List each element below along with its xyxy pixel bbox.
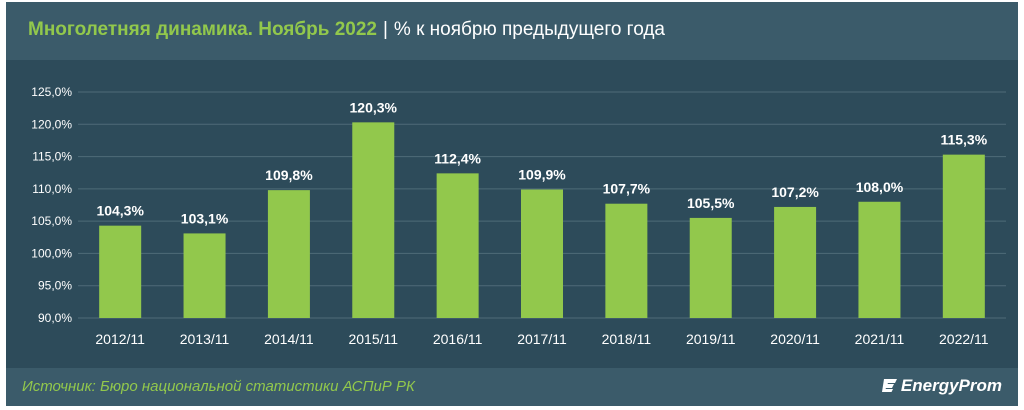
energyprom-logo-icon <box>881 379 897 392</box>
bar <box>942 154 985 318</box>
bar <box>267 190 310 318</box>
x-tick-label: 2012/11 <box>95 331 145 347</box>
data-label: 107,7% <box>603 181 651 197</box>
title-separator: | <box>382 19 388 40</box>
data-label: 104,3% <box>96 203 144 219</box>
x-tick-label: 2013/11 <box>180 331 230 347</box>
x-tick-label: 2021/11 <box>855 331 905 347</box>
data-label: 107,2% <box>771 184 819 200</box>
title-text: Многолетняя динамика. Ноябрь 2022 <box>28 19 377 40</box>
x-tick-label: 2020/11 <box>770 331 820 347</box>
bar <box>352 122 395 318</box>
data-label: 105,5% <box>687 195 735 211</box>
x-tick-label: 2016/11 <box>433 331 483 347</box>
x-tick-label: 2017/11 <box>517 331 567 347</box>
y-tick-label: 120,0% <box>31 117 72 131</box>
data-label: 108,0% <box>856 179 904 195</box>
y-tick-label: 115,0% <box>32 150 72 164</box>
y-tick-label: 110,0% <box>32 182 72 196</box>
bar <box>183 233 226 318</box>
y-tick-label: 125,0% <box>31 85 72 99</box>
plot-area: 90,0% 95,0% 100,0% 105,0% 110,0% 115,0% 120,0%… <box>6 60 1018 360</box>
x-tick-label: 2022/11 <box>939 331 989 347</box>
data-label: 109,9% <box>518 167 566 183</box>
y-tick-label: 90,0% <box>38 311 72 325</box>
y-tick-label: 105,0% <box>31 214 72 228</box>
data-label: 109,8% <box>265 167 313 183</box>
chart-title: Многолетняя динамика. Ноябрь 2022 |% к но… <box>28 19 665 41</box>
chart-panel: Многолетняя динамика. Ноябрь 2022 |% к но… <box>6 2 1018 406</box>
bar <box>689 217 732 318</box>
logo-text: EnergyProm <box>900 376 1002 395</box>
x-tick-label: 2018/11 <box>602 331 652 347</box>
bar <box>605 203 648 318</box>
x-tick-label: 2019/11 <box>686 331 736 347</box>
chart-header: Многолетняя динамика. Ноябрь 2022 |% к но… <box>6 2 1018 60</box>
data-label: 120,3% <box>350 99 398 115</box>
chart-subtitle: % к ноябрю предыдущего года <box>393 19 665 40</box>
y-tick-label: 100,0% <box>31 246 72 260</box>
data-label: 112,4% <box>434 150 481 166</box>
x-tick-label: 2014/11 <box>264 331 314 347</box>
data-label: 115,3% <box>940 132 987 148</box>
bar <box>99 225 142 318</box>
source-note: Источник: Бюро национальной статистики А… <box>22 378 415 395</box>
brand-logo: EnergyProm <box>881 376 1002 396</box>
chart-footer: Источник: Бюро национальной статистики А… <box>6 368 1018 406</box>
bar <box>521 189 563 318</box>
y-tick-label: 95,0% <box>38 279 72 293</box>
bar <box>858 201 901 318</box>
data-label: 103,1% <box>181 210 229 226</box>
x-tick-label: 2015/11 <box>348 331 398 347</box>
bar <box>774 206 817 318</box>
bar-chart: 90,0% 95,0% 100,0% 105,0% 110,0% 115,0% 120,0%… <box>31 85 1006 347</box>
bar <box>436 173 479 318</box>
